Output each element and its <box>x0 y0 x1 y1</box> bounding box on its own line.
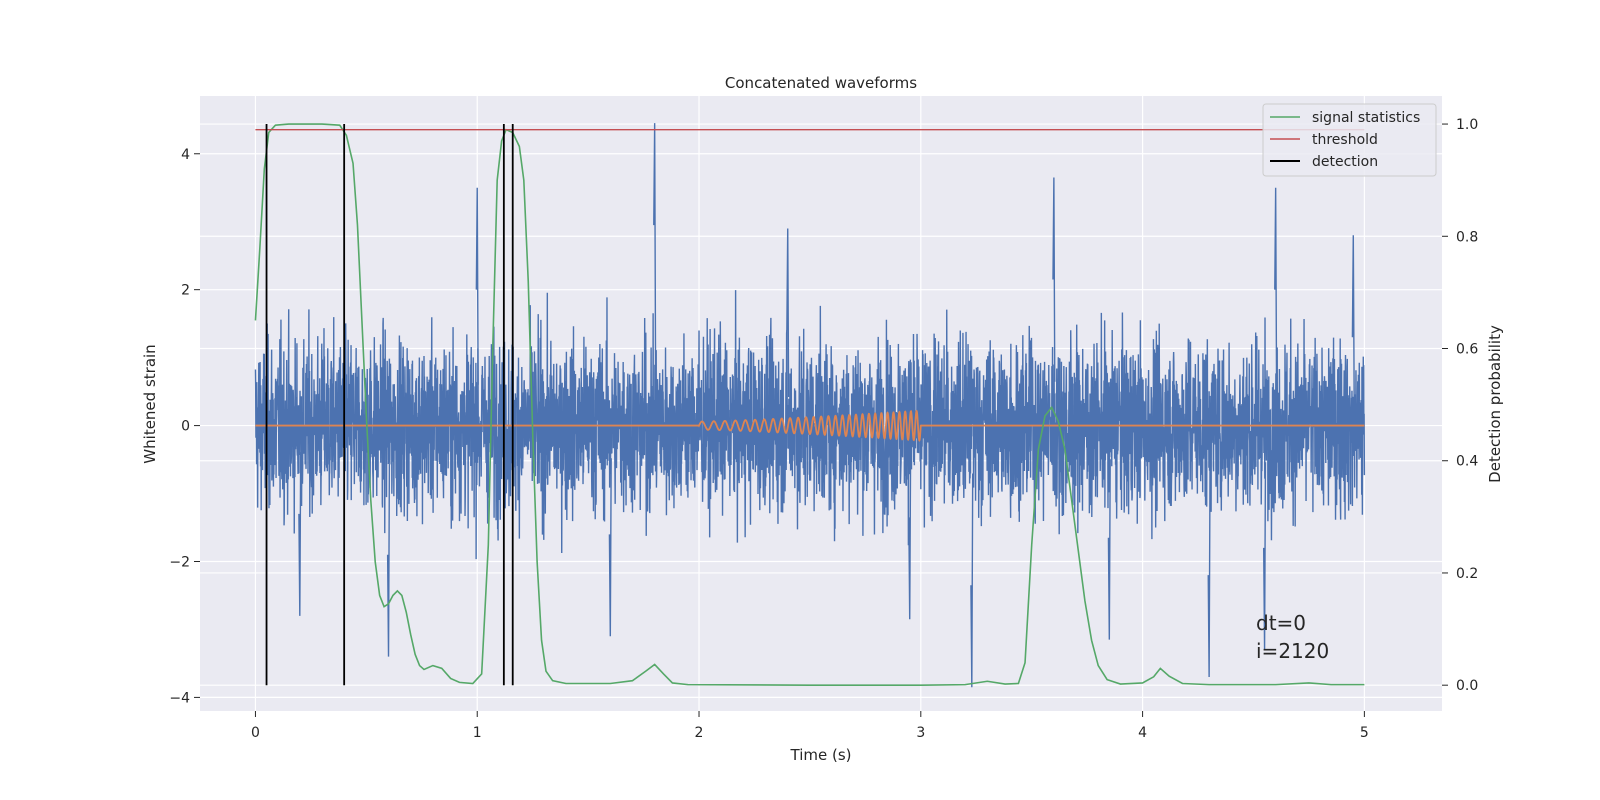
legend-label-signal-statistics: signal statistics <box>1312 110 1420 126</box>
y-tick-label: 2 <box>181 283 190 299</box>
noise-peak-2 <box>475 187 479 385</box>
noise-peak-4 <box>970 473 974 688</box>
noise-peak-1 <box>1052 177 1056 382</box>
y-right-tick-label: 0.2 <box>1456 566 1478 582</box>
series-signal-statistics <box>254 123 1365 686</box>
x-tick-label: 5 <box>1360 725 1369 741</box>
x-tick-label: 3 <box>916 725 925 741</box>
noise-line <box>254 290 1366 560</box>
chart-title: Concatenated waveforms <box>725 74 917 92</box>
y-axis-label: Whitened strain <box>141 344 159 463</box>
x-axis-ticks: 0 1 2 3 4 5 <box>251 711 1369 741</box>
right-y-axis-label: Detection probability <box>1486 325 1504 483</box>
annotation-line-1: dt=0 <box>1256 611 1306 635</box>
y-tick-label: 4 <box>181 147 190 163</box>
noise-peak-6 <box>386 464 391 657</box>
y-right-tick-label: 1.0 <box>1456 117 1478 133</box>
noise-peak-11 <box>1107 459 1111 640</box>
noise-peak-5 <box>1207 470 1211 678</box>
series-detections <box>265 124 514 686</box>
y-right-tick-label: 0.6 <box>1456 342 1478 358</box>
noise-peak-12 <box>786 228 790 398</box>
legend-label-detection: detection <box>1312 154 1378 170</box>
noise-peak-0 <box>653 123 657 366</box>
x-axis-label: Time (s) <box>790 746 852 764</box>
y-tick-label: −2 <box>169 554 190 570</box>
noise-peak-13 <box>1351 235 1355 400</box>
noise-peak-3 <box>1274 187 1278 385</box>
x-tick-label: 1 <box>473 725 482 741</box>
y-tick-label: −4 <box>169 690 190 706</box>
signal-statistics-line <box>254 123 1365 686</box>
y-right-tick-label: 0.0 <box>1456 678 1478 694</box>
legend-box <box>1262 103 1437 177</box>
x-tick-label: 2 <box>695 725 704 741</box>
x-tick-label: 4 <box>1138 725 1147 741</box>
annotation: dt=0 i=2120 <box>1256 611 1329 663</box>
injected-signal-line <box>255 409 1365 443</box>
legend-label-threshold: threshold <box>1312 132 1378 148</box>
series-noise <box>254 123 1366 688</box>
y-axis-ticks: −4 −2 0 2 4 <box>169 147 200 706</box>
legend: signal statistics threshold detection <box>1262 103 1437 177</box>
annotation-line-2: i=2120 <box>1256 639 1329 663</box>
x-tick-label: 0 <box>251 725 260 741</box>
series-injected-signal <box>255 409 1365 443</box>
y-right-tick-label: 0.4 <box>1456 454 1478 470</box>
y-right-tick-label: 0.8 <box>1456 229 1478 245</box>
y-tick-label: 0 <box>181 419 190 435</box>
right-y-axis-ticks: 0.0 0.2 0.4 0.6 0.8 1.0 <box>1442 117 1478 694</box>
